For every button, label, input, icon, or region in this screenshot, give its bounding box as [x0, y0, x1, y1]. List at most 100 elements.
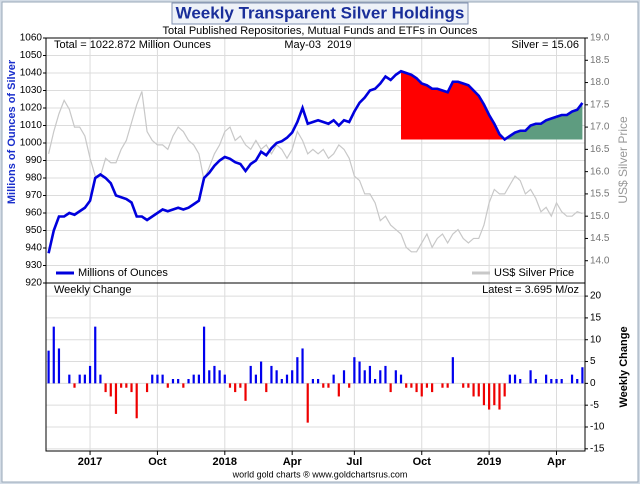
bar	[47, 350, 50, 384]
bar	[311, 379, 315, 384]
bar	[368, 365, 372, 384]
annotation: May-03 2019	[284, 39, 351, 51]
bar	[228, 383, 232, 388]
panel-title: Weekly Change	[54, 284, 131, 296]
bar	[208, 370, 211, 384]
bar	[431, 383, 434, 393]
bar	[545, 374, 548, 384]
bar	[425, 383, 429, 388]
bar	[182, 383, 185, 388]
bar	[234, 383, 237, 393]
bar	[125, 383, 128, 388]
y-tick-label: 5	[590, 356, 596, 367]
y-tick-label: 960	[25, 208, 42, 219]
bar	[488, 383, 491, 410]
bar	[581, 367, 584, 384]
bar	[560, 379, 563, 384]
bar	[482, 383, 486, 406]
x-tick-label: Jul	[346, 456, 362, 468]
y2-tick-label: 14.0	[590, 255, 610, 266]
bar	[451, 357, 454, 384]
bar	[389, 383, 392, 393]
bar	[104, 383, 107, 393]
y-tick-label: -10	[590, 422, 605, 433]
bar	[508, 374, 511, 384]
bar	[503, 383, 506, 397]
bar	[187, 379, 190, 384]
bar	[218, 370, 221, 384]
bar	[513, 374, 517, 384]
series-line	[48, 91, 583, 253]
bar	[223, 374, 226, 384]
y-tick-label: -5	[590, 400, 599, 411]
y-tick-label: 940	[25, 243, 42, 254]
bar	[472, 383, 475, 397]
bar	[327, 383, 330, 388]
y-tick-label: -15	[590, 443, 605, 454]
bar	[441, 383, 444, 388]
bar	[550, 379, 553, 384]
bar	[322, 383, 325, 388]
bar	[52, 326, 55, 384]
y2-tick-label: 16.0	[590, 166, 610, 177]
bar	[68, 374, 71, 384]
footer: world gold charts ® www.goldchartsrus.co…	[232, 469, 408, 479]
bar	[78, 374, 81, 384]
bar	[316, 379, 320, 384]
y2-tick-label: 17.0	[590, 122, 610, 133]
bar	[379, 370, 382, 384]
y-tick-label: 980	[25, 173, 42, 184]
y2-tick-label: 17.5	[590, 99, 610, 110]
bar	[337, 383, 340, 397]
bar	[259, 361, 263, 384]
annotation: Latest = 3.695 M/oz	[482, 284, 579, 296]
y-tick-label: 930	[25, 260, 42, 271]
bar	[301, 348, 304, 384]
y-axis-label: Millions of Ounces of Silver	[6, 59, 18, 204]
y-tick-label: 0	[590, 378, 596, 389]
bar	[270, 365, 273, 384]
bar	[197, 374, 200, 384]
annotation: Total = 1022.872 Million Ounces	[54, 39, 211, 51]
y-tick-label: 1010	[20, 120, 43, 131]
bar	[213, 365, 216, 384]
legend-label: US$ Silver Price	[494, 267, 574, 279]
bar	[493, 383, 496, 406]
y2-tick-label: 14.5	[590, 233, 610, 244]
bar	[296, 357, 299, 384]
bar	[477, 383, 480, 397]
bar	[462, 383, 465, 388]
bar	[156, 374, 159, 384]
y-tick-label: 1060	[20, 33, 43, 44]
subtitle: Total Published Repositories, Mutual Fun…	[163, 25, 478, 37]
bar	[280, 379, 283, 384]
y-tick-label: 1050	[20, 50, 43, 61]
bar	[130, 383, 133, 393]
y-tick-label: 1030	[20, 85, 43, 96]
bar	[145, 383, 149, 393]
bar	[332, 374, 335, 384]
bar	[306, 383, 309, 423]
recovery-area	[504, 102, 583, 140]
bar	[151, 374, 154, 384]
x-tick-label: 2018	[213, 456, 237, 468]
y-tick-label: 1040	[20, 68, 43, 79]
y-tick-label: 990	[25, 155, 42, 166]
bar	[94, 326, 97, 384]
y2-tick-label: 15.5	[590, 189, 610, 200]
bar	[363, 370, 366, 384]
series-line	[47, 69, 584, 254]
bar	[249, 365, 252, 384]
y2-tick-label: 16.5	[590, 144, 610, 155]
bar	[239, 383, 242, 388]
y-tick-label: 20	[590, 291, 602, 302]
bar	[384, 365, 387, 384]
chart-title: Weekly Transparent Silver Holdings	[176, 3, 465, 22]
decline-area	[401, 71, 505, 140]
bar	[555, 379, 558, 384]
bar	[498, 383, 501, 410]
y-tick-label: 950	[25, 225, 42, 236]
bar	[415, 383, 418, 393]
